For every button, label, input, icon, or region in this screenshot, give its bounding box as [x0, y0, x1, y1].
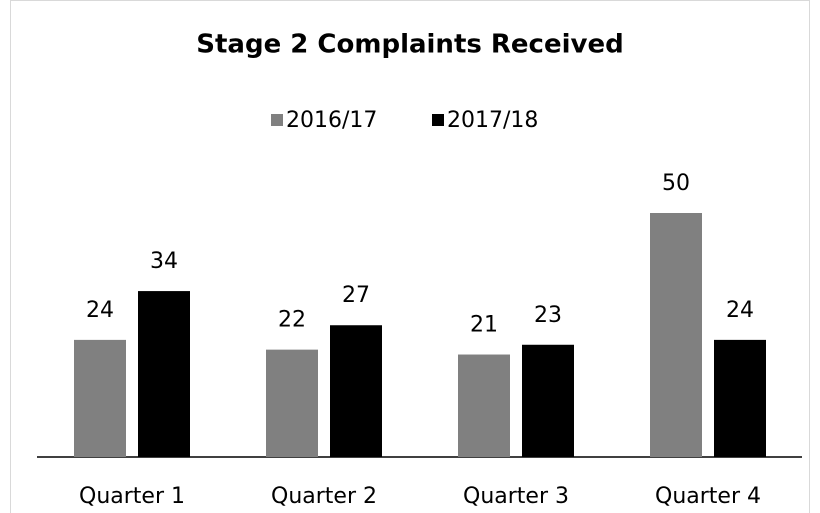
bar	[330, 325, 382, 457]
legend-label: 2016/17	[286, 108, 377, 133]
data-label: 21	[470, 313, 498, 338]
bar	[266, 349, 318, 457]
data-label: 22	[278, 308, 306, 333]
x-tick-label: Quarter 3	[463, 484, 569, 509]
bar	[650, 213, 702, 457]
data-label: 23	[534, 303, 562, 328]
bar	[138, 291, 190, 457]
bar	[522, 344, 574, 457]
legend-label: 2017/18	[447, 108, 538, 133]
bar	[74, 339, 126, 457]
x-tick-label: Quarter 4	[655, 484, 761, 509]
bar	[458, 354, 510, 457]
legend-swatch	[432, 114, 444, 126]
data-label: 50	[662, 171, 690, 196]
data-label: 24	[86, 298, 114, 323]
bar	[714, 339, 766, 457]
chart-title: Stage 2 Complaints Received	[196, 30, 623, 60]
data-label: 24	[726, 298, 754, 323]
x-tick-label: Quarter 1	[79, 484, 185, 509]
legend-swatch	[271, 114, 283, 126]
data-label: 27	[342, 283, 370, 308]
x-tick-label: Quarter 2	[271, 484, 377, 509]
data-label: 34	[150, 249, 178, 274]
